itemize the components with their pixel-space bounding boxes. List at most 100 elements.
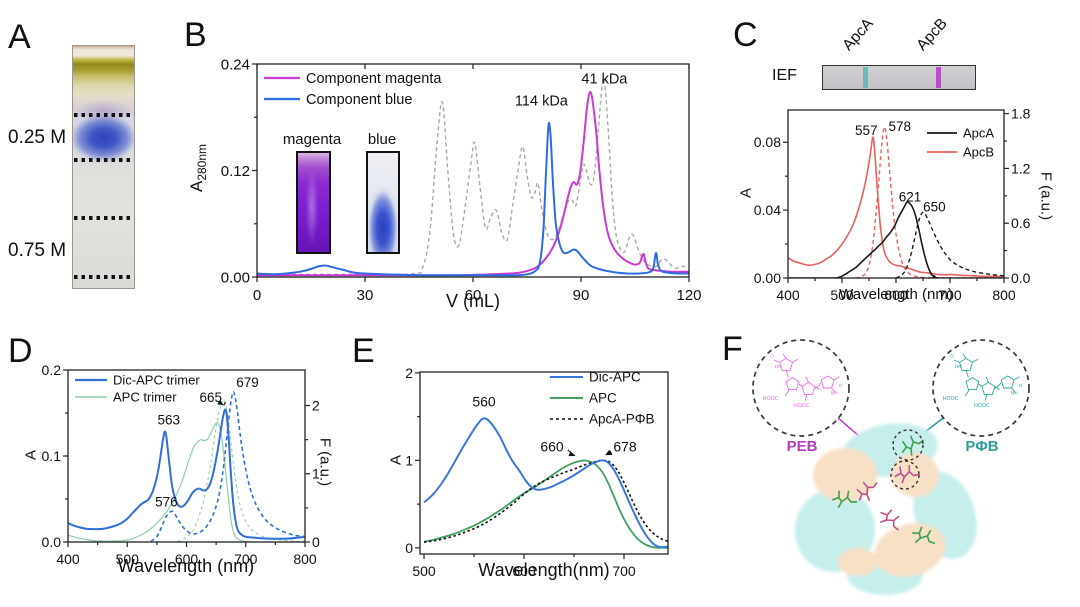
peak-label: 114 kDa [515, 93, 569, 109]
x-tick-label: 120 [676, 287, 701, 304]
series-dic-apc-trimer-absorbance [68, 408, 305, 540]
axis-tick-labels: 400 500 600 700 800 0.0 0.1 0.2 0 1 2 [42, 362, 320, 567]
peak-label: 678 [613, 438, 637, 454]
y-tick-label: 0.12 [221, 163, 250, 180]
magenta-fraction-tube-photo [296, 151, 331, 254]
axis-ticks [783, 113, 1009, 283]
peak-label: 650 [923, 200, 946, 215]
axis-ticks [415, 372, 625, 559]
series-apc-trimer-fluorescence [177, 399, 305, 542]
series-apca-absorbance [788, 200, 1004, 278]
trimer-spectra-chart: 400 500 600 700 800 0.0 0.1 0.2 0 1 2 Dic-APC trime… [42, 362, 320, 567]
legend-label: ApcB [963, 145, 994, 160]
y-axis-label-absorbance: A [737, 187, 755, 199]
axis-tick-labels: 0 30 60 90 120 0.00 0.12 0.24 [221, 56, 702, 304]
chart-series [788, 126, 1004, 278]
peb-zoom-circle [752, 339, 850, 437]
inset-label-blue: blue [367, 131, 397, 148]
x-tick-label: 400 [56, 551, 80, 567]
x-tick-label: 600 [884, 287, 908, 303]
axis-tick-labels: 400 500 600 700 800 0.00 0.04 0.08 0.0 0.6 1.2 1.8 [754, 106, 1031, 303]
x-tick-label: 600 [175, 551, 199, 567]
peak-arrowhead [217, 400, 224, 406]
y-tick-label: 0.0 [42, 534, 62, 550]
series-apc-trimer-absorbance [68, 421, 305, 542]
x-axis-label-wavelength: Wavelength(nm) [478, 560, 610, 580]
legend-label: Dic-APC [589, 370, 641, 385]
peb-label: PEB [786, 438, 818, 455]
legend-label: APC trimer [113, 390, 177, 405]
y-tick-label: 0.00 [221, 269, 250, 286]
peak-arrow [605, 449, 611, 456]
series-apca-p-b [423, 459, 668, 543]
legend: Component magenta Component blue [264, 71, 442, 108]
pphib-zoom-circle [932, 339, 1030, 437]
x-tick-label: 500 [412, 563, 436, 579]
chart-series [423, 417, 668, 549]
plot-frame [419, 371, 669, 555]
legend-label: ApcA-PΦB [589, 412, 655, 427]
x-tick-label: 0 [253, 287, 261, 304]
x-tick-label: 800 [293, 551, 317, 567]
x-tick-label: 500 [116, 551, 140, 567]
peak-label: 679 [236, 375, 259, 390]
y-tick-label: 1 [405, 452, 413, 468]
chart-series [257, 77, 689, 277]
x-axis-label-wavelength: Wavelength (nm) [117, 556, 255, 576]
peak-label: 660 [540, 438, 564, 454]
inset-label-magenta: magenta [282, 131, 342, 148]
legend-label: Component blue [306, 92, 412, 108]
y-tick-label: 0.0 [1011, 270, 1031, 286]
fraction-divider-line [74, 158, 133, 162]
panel-label-c: C [733, 16, 758, 54]
y-tick-label: 1.8 [1011, 106, 1031, 122]
x-tick-label: 500 [830, 287, 854, 303]
legend-label: APC [589, 391, 617, 406]
lane-label-apca: ApcA [839, 15, 877, 55]
y-tick-label: 0.04 [754, 202, 781, 218]
panel-label-a: A [8, 18, 31, 56]
normalized-spectra-chart: 500 600 700 0 1 2 Dic-APC APC ApcA-PΦB 560 660 678 [405, 365, 669, 579]
fraction-divider-line [74, 216, 133, 220]
peak-label: 578 [889, 119, 912, 134]
y-tick-label: 0.08 [754, 134, 781, 150]
chart-series [68, 391, 305, 542]
legend: Dic-APC trimer APC trimer [75, 373, 200, 405]
legend-label: Component magenta [306, 71, 442, 87]
peak-label: 563 [157, 413, 180, 428]
y-tick-label: 0.2 [42, 362, 62, 378]
legend: Dic-APC APC ApcA-PΦB [550, 370, 655, 427]
sucrose-gradient-column-photo [72, 45, 135, 289]
peb-highlight-circle [890, 460, 920, 490]
x-tick-label: 800 [992, 287, 1016, 303]
panel-label-d: D [8, 332, 33, 370]
y-tick-label: 1 [312, 466, 320, 482]
peak-label: 576 [155, 494, 178, 509]
x-tick-label: 60 [465, 287, 482, 304]
x-tick-label: 600 [512, 563, 536, 579]
series-apc [423, 459, 668, 549]
y-tick-label: 0 [312, 534, 320, 550]
peak-arrowhead [606, 450, 613, 456]
y-axis-label-a280: A280nm [186, 143, 210, 193]
axis-ticks [252, 63, 690, 282]
y-axis-label-absorbance: A [387, 454, 405, 466]
x-tick-label: 700 [234, 551, 258, 567]
y-tick-label: 0.24 [221, 56, 250, 73]
panel-label-f: F [722, 330, 743, 368]
fraction-divider-line [74, 113, 133, 117]
series-dic-apc [423, 417, 668, 549]
gradient-concentration-label: 0.75 M [8, 240, 67, 261]
legend-label: ApcA [963, 126, 994, 141]
apcb-gel-band [936, 67, 941, 88]
panel-label-e: E [352, 332, 375, 370]
series-apcb-absorbance [788, 136, 1004, 278]
y-tick-label: 0.1 [42, 448, 62, 464]
gradient-concentration-label: 0.25 M [8, 127, 67, 148]
legend: ApcA ApcB [927, 126, 994, 160]
x-axis-label-volume: V (mL) [446, 291, 500, 311]
x-tick-label: 30 [357, 287, 374, 304]
y-tick-label: 2 [312, 397, 320, 413]
